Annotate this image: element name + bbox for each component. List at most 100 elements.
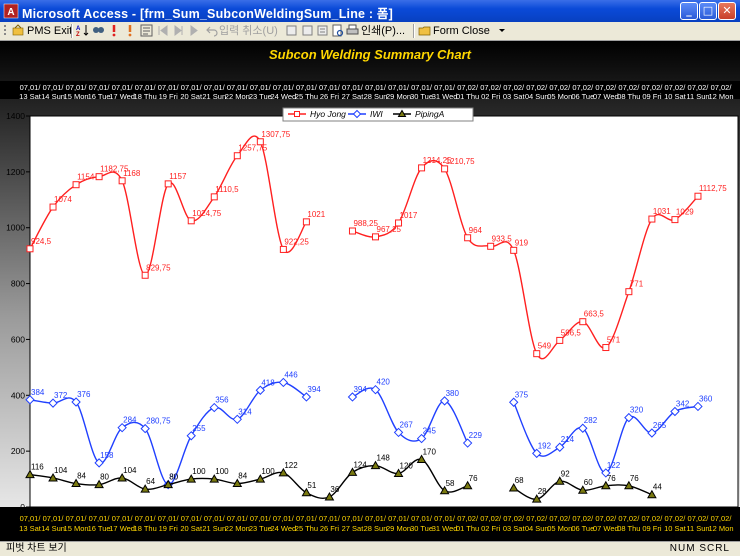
maximize-button[interactable]: □ [699, 2, 717, 20]
print-icon[interactable] [346, 24, 359, 37]
filter-orange-icon[interactable] [124, 24, 137, 37]
x-top-tick-label: 07,01/ [365, 83, 387, 92]
close-button[interactable]: ✕ [718, 2, 736, 20]
data-label: 100 [192, 467, 206, 476]
data-label: 394 [353, 385, 367, 394]
data-label: 1031 [653, 207, 671, 216]
x-top-tick-label: 07,01/ [273, 83, 295, 92]
sort-ascending-icon[interactable]: AZ [76, 24, 89, 37]
find-icon[interactable] [92, 24, 105, 37]
legend-marker [294, 111, 300, 117]
x-top-tick-label: 24 Wed [271, 92, 297, 101]
toolbar-options-icon[interactable] [498, 24, 506, 37]
data-point [372, 233, 379, 241]
x-top-tick-label: 07,02/ [665, 83, 687, 92]
data-label: 282 [584, 416, 598, 425]
data-label: 384 [31, 388, 45, 397]
toolbar-icon-a[interactable] [285, 24, 298, 37]
data-label: 924,5 [31, 237, 52, 246]
x-bottom-tick-label: 07,01/ [158, 514, 180, 523]
data-point [94, 458, 104, 468]
x-top-tick-label: 07,01/ [112, 83, 134, 92]
y-tick-label: 200 [11, 446, 25, 456]
data-point [324, 491, 335, 501]
pms-exit-button[interactable]: PMS Exit [27, 25, 73, 37]
x-bottom-tick-label: 07,02/ [549, 514, 571, 523]
data-label: 58 [446, 479, 455, 488]
toolbar-separator [71, 24, 73, 38]
data-point [302, 218, 310, 226]
data-point [602, 344, 610, 352]
print-button[interactable]: 인쇄(P)... [361, 25, 406, 37]
data-point [648, 215, 656, 223]
x-bottom-tick-label: 07 Wed [593, 524, 619, 533]
data-label: 663,5 [584, 310, 605, 319]
x-bottom-tick-label: 19 Fri [159, 524, 179, 533]
x-bottom-tick-label: 14 Sun [41, 524, 65, 533]
data-label: 1110,5 [215, 185, 239, 194]
data-point [255, 385, 266, 395]
data-point [278, 377, 289, 388]
x-top-tick-label: 31 Wed [432, 92, 458, 101]
y-tick-label: 600 [11, 334, 25, 344]
data-label: 829,75 [146, 263, 171, 272]
y-axis: 0 200 400 600 800 1000 1200 1400 [6, 111, 30, 512]
toolbar-icon-c[interactable] [316, 24, 329, 37]
line-chart[interactable]: Subcon Welding Summary Chart Hyo Jong IWI… [0, 41, 740, 541]
x-bottom-tick-label: 21 Sun [202, 524, 226, 533]
data-point [556, 336, 564, 344]
x-top-tick-label: 07,01/ [434, 83, 456, 92]
data-point [141, 271, 149, 279]
data-label: 596,5 [561, 328, 582, 337]
data-label: 988,25 [353, 219, 378, 228]
x-top-tick-label: 07,02/ [503, 83, 525, 92]
filter-red-icon[interactable] [108, 24, 121, 37]
x-bottom-tick-label: 07,02/ [457, 514, 479, 523]
series-line [352, 159, 699, 360]
data-label: 80 [100, 473, 109, 482]
x-top-tick-label: 01 Thu [456, 92, 479, 101]
undo-input-button[interactable]: 입력 취소(U) [219, 25, 278, 37]
minimize-button[interactable]: _ [680, 2, 698, 20]
x-top-tick-label: 05 Mon [547, 92, 572, 101]
x-bottom-tick-label: 07,01/ [204, 514, 226, 523]
form-close-button[interactable]: Form Close [433, 25, 490, 37]
data-label: 116 [31, 463, 44, 472]
filter-by-form-icon[interactable] [140, 24, 153, 37]
data-label: 84 [238, 472, 247, 481]
x-bottom-tick-label: 07,01/ [43, 514, 65, 523]
x-top-tick-label: 07,01/ [66, 83, 88, 92]
data-label: 420 [377, 378, 391, 387]
record-next-icon[interactable] [172, 24, 185, 37]
toolbar-icon-b[interactable] [301, 24, 314, 37]
record-first-icon[interactable] [156, 24, 169, 37]
title-bar: A Microsoft Access - [frm_Sum_SubconWeld… [0, 0, 740, 22]
access-app-icon[interactable]: A [3, 3, 19, 19]
data-label: 80 [169, 473, 178, 482]
x-top-tick-label: 07,01/ [20, 83, 42, 92]
data-label: 1154 [77, 173, 95, 182]
data-label: 342 [676, 399, 690, 408]
print-preview-icon[interactable] [331, 24, 344, 37]
toolbar-grip-icon[interactable] [2, 24, 10, 37]
x-top-tick-label: 07,01/ [43, 83, 65, 92]
data-label: 1017 [400, 211, 418, 220]
record-last-icon[interactable] [188, 24, 201, 37]
data-label: 356 [215, 396, 229, 405]
x-bottom-tick-label: 26 Fri [320, 524, 340, 533]
x-top-tick-label: 07,02/ [549, 83, 571, 92]
undo-icon[interactable] [206, 24, 219, 37]
svg-text:A: A [76, 26, 81, 32]
data-point [578, 423, 588, 433]
x-top-tick-label: 04 Sun [525, 92, 549, 101]
data-label: 1307,75 [261, 130, 290, 139]
x-bottom-tick-label: 07,01/ [388, 514, 410, 523]
data-point [278, 467, 289, 477]
data-point [95, 173, 103, 181]
data-point [462, 438, 473, 448]
data-point [94, 479, 104, 489]
y-tick-label: 800 [11, 279, 25, 289]
x-bottom-tick-label: 20 Sat [180, 524, 203, 533]
x-bottom-tick-label: 07,01/ [181, 514, 203, 523]
